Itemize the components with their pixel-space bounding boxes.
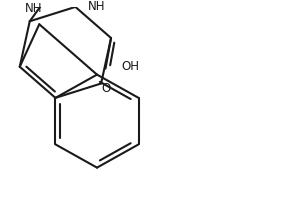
Text: OH: OH	[122, 60, 140, 73]
Text: NH: NH	[87, 0, 105, 14]
Text: O: O	[101, 82, 110, 95]
Text: NH: NH	[25, 2, 42, 15]
